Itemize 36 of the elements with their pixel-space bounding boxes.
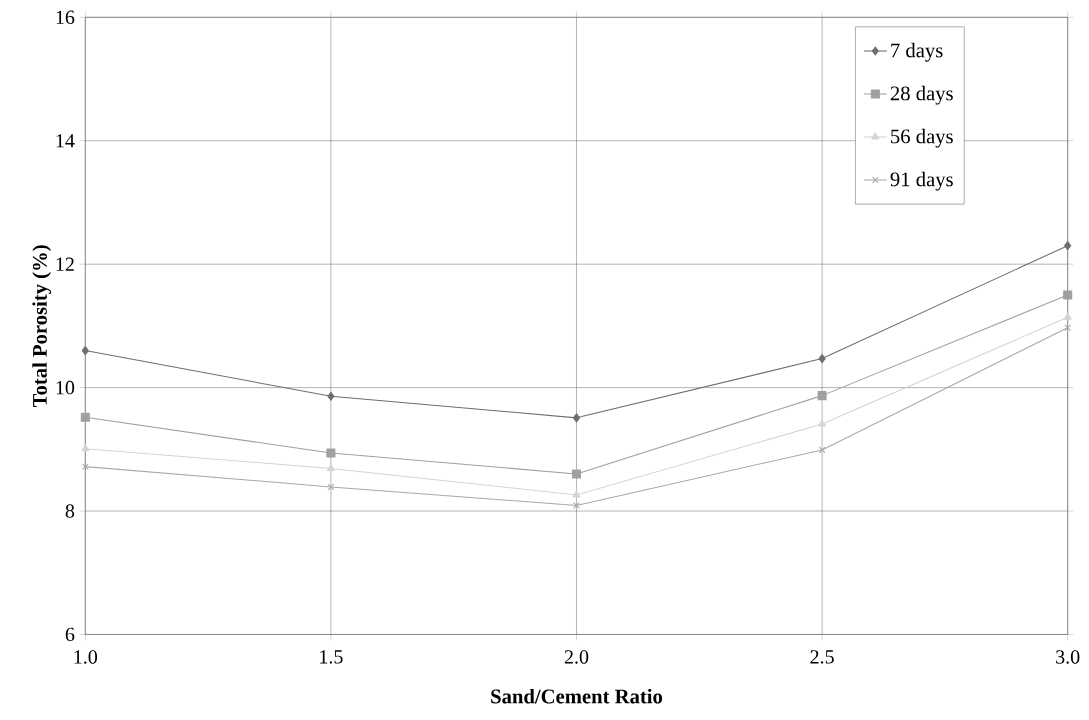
point	[1064, 324, 1072, 332]
point	[818, 354, 826, 364]
point	[572, 490, 581, 498]
x-tick-label: 2.5	[810, 650, 834, 664]
point	[326, 448, 336, 458]
x-tick-label: 2.0	[564, 650, 589, 664]
point	[81, 346, 89, 356]
point	[80, 412, 90, 422]
legend-label: 56 days	[891, 128, 953, 148]
legend-label: 91 days	[890, 171, 953, 191]
point	[327, 391, 335, 401]
legend-label: 28 days	[890, 85, 953, 105]
legend-label: 7 days	[891, 42, 943, 62]
point	[327, 483, 335, 491]
point	[571, 469, 582, 479]
y-tick-label: 14	[56, 134, 75, 148]
point	[1063, 312, 1072, 320]
x-tick-label: 1.0	[74, 650, 98, 664]
point	[1064, 241, 1072, 251]
point	[81, 444, 90, 452]
x-tick-label: 3.0	[1056, 650, 1080, 664]
y-tick-label: 6	[65, 627, 75, 642]
x-axis-title: Sand/Cement Ratio	[491, 689, 663, 704]
y-tick-label: 8	[65, 504, 75, 518]
y-tick-label: 10	[56, 380, 75, 395]
point	[1063, 290, 1073, 300]
point	[818, 419, 827, 427]
y-tick-label: 12	[56, 257, 74, 271]
point	[326, 464, 335, 472]
point	[81, 463, 89, 471]
x-tick-label: 1.5	[320, 650, 343, 664]
point	[817, 391, 827, 401]
y-axis-title: Total Porosity (%)	[32, 245, 52, 408]
point	[818, 446, 826, 454]
point	[572, 413, 581, 423]
y-tick-label: 16	[56, 10, 75, 25]
